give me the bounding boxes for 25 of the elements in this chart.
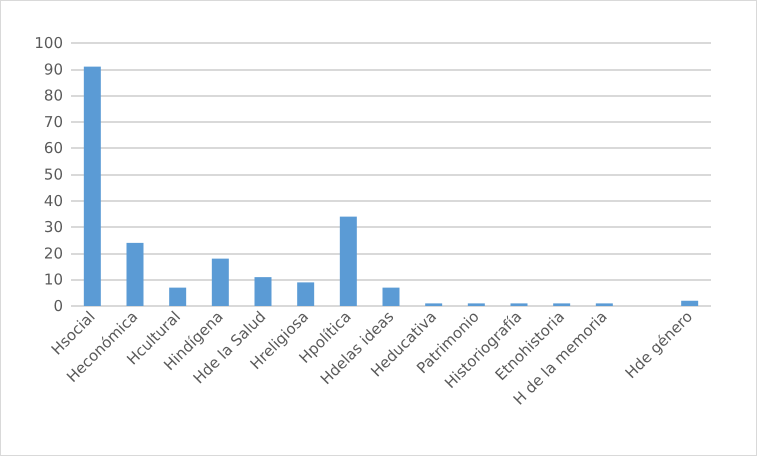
y-tick-label: 30 [44, 218, 63, 236]
y-tick-label: 50 [44, 166, 63, 184]
bar [382, 288, 400, 306]
bar [681, 300, 698, 306]
y-tick-label: 90 [44, 60, 63, 78]
bar [212, 258, 229, 306]
bar [596, 303, 613, 306]
bar [553, 303, 570, 306]
y-tick-label: 100 [34, 34, 63, 52]
y-tick-label: 10 [44, 270, 63, 289]
bar [510, 303, 528, 306]
bar [425, 303, 442, 306]
bar [126, 242, 144, 306]
bar [340, 216, 357, 306]
y-tick-label: 60 [44, 139, 63, 158]
bar [84, 66, 101, 306]
bar [468, 303, 485, 306]
y-tick-label: 0 [53, 297, 63, 315]
bar [169, 288, 186, 306]
bar [297, 282, 314, 306]
y-tick-label: 70 [44, 112, 63, 131]
y-tick-label: 20 [44, 244, 63, 262]
bar [254, 277, 272, 306]
y-tick-label: 40 [44, 192, 63, 210]
y-tick-label: 80 [44, 86, 63, 105]
